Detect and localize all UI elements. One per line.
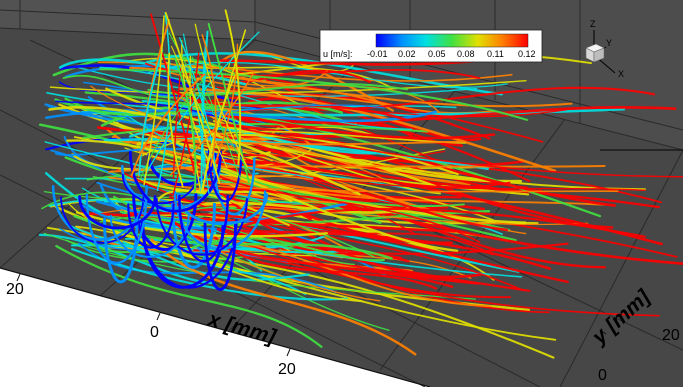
streamline xyxy=(191,153,527,225)
vortex-streamline xyxy=(60,196,145,244)
colorbar-tick: 0.02 xyxy=(398,49,416,59)
vortex-streamline xyxy=(176,193,269,226)
streamline xyxy=(141,130,466,157)
streamline xyxy=(156,137,467,146)
streamline xyxy=(139,68,213,181)
streamline xyxy=(82,123,429,139)
colorbar-tick: 0.08 xyxy=(457,49,475,59)
streamline xyxy=(125,114,314,180)
y-tick-label: 20 xyxy=(662,327,680,344)
vortex-streamline xyxy=(155,197,248,256)
streamline xyxy=(69,225,307,296)
vortex-streamline xyxy=(203,222,237,292)
streamline xyxy=(191,56,242,180)
x-tick-label: 20 xyxy=(6,281,24,298)
x-tick-label: 0 xyxy=(150,324,159,341)
colorbar-legend: u [m/s]: -0.01 0.02 0.05 0.08 0.11 0.12 xyxy=(319,29,543,63)
streamline xyxy=(153,189,290,227)
vortex-streamline xyxy=(207,149,243,203)
streamline xyxy=(150,13,197,178)
streamline xyxy=(130,175,293,203)
streamline xyxy=(54,98,344,117)
streamline xyxy=(218,50,395,112)
vortex-streamline xyxy=(178,194,229,263)
colorbar-tick: 0.12 xyxy=(518,49,536,59)
streamline xyxy=(130,73,206,177)
streamline xyxy=(138,49,164,176)
streamline xyxy=(240,207,646,238)
vortex-streamline xyxy=(121,173,198,205)
streamline xyxy=(58,58,248,86)
streamline xyxy=(179,87,557,173)
back-wall xyxy=(0,0,255,40)
streamline xyxy=(54,147,221,157)
box-edges xyxy=(0,149,683,387)
streamline xyxy=(150,238,417,356)
streamline xyxy=(81,204,203,253)
streamline xyxy=(39,123,382,224)
streamline xyxy=(174,57,197,193)
vortex-streamline xyxy=(85,193,148,265)
vortex-streamline xyxy=(171,202,216,270)
streamline xyxy=(216,228,552,270)
streamline xyxy=(87,212,390,331)
y-tick-label: 0 xyxy=(598,367,607,384)
streamline xyxy=(41,191,199,220)
triad-y-label: Y xyxy=(606,38,612,48)
vortex-streamline xyxy=(127,203,175,249)
streamline xyxy=(108,165,606,173)
streamline xyxy=(170,45,228,168)
vortex-streamline xyxy=(141,224,225,289)
streamline xyxy=(62,74,186,99)
streamline xyxy=(172,52,200,195)
streamline xyxy=(66,139,459,252)
vortex-streamline xyxy=(128,150,222,213)
vortex-streamline xyxy=(78,195,157,230)
colorbar-tick: 0.11 xyxy=(487,49,504,59)
streamline xyxy=(81,108,494,221)
streamline xyxy=(200,29,247,194)
streamline xyxy=(241,128,683,178)
streamline xyxy=(188,233,492,308)
colorbar-tick: -0.01 xyxy=(367,49,388,59)
streamline xyxy=(201,34,217,167)
streamline xyxy=(143,31,260,178)
streamline xyxy=(192,160,481,243)
streamline xyxy=(163,180,619,193)
colorbar-tick: 0.05 xyxy=(428,49,446,59)
streamline xyxy=(167,52,184,188)
streamline xyxy=(172,67,182,179)
streamline xyxy=(47,104,385,118)
tick-marks xyxy=(16,273,607,357)
streamline xyxy=(143,15,165,186)
streamline xyxy=(55,244,323,348)
colorbar-gradient xyxy=(375,33,529,48)
streamlines xyxy=(38,9,683,359)
streamline xyxy=(221,232,482,279)
streamline xyxy=(226,133,660,209)
vortex-streamline xyxy=(212,157,256,216)
streamline xyxy=(174,221,454,289)
streamline xyxy=(163,61,394,90)
streamline xyxy=(164,11,221,184)
triad-z-label: Z xyxy=(590,19,596,29)
colorbar-title: u [m/s]: xyxy=(323,49,353,59)
x-tick-label: 20 xyxy=(278,361,296,378)
streamline xyxy=(185,206,375,258)
triad-x-label: X xyxy=(618,69,624,79)
streamline xyxy=(49,79,527,94)
streamline xyxy=(224,9,242,166)
orientation-triad: Z Y X xyxy=(585,19,624,79)
streamline xyxy=(64,64,228,79)
streamline xyxy=(138,218,523,278)
streamline xyxy=(75,225,364,303)
